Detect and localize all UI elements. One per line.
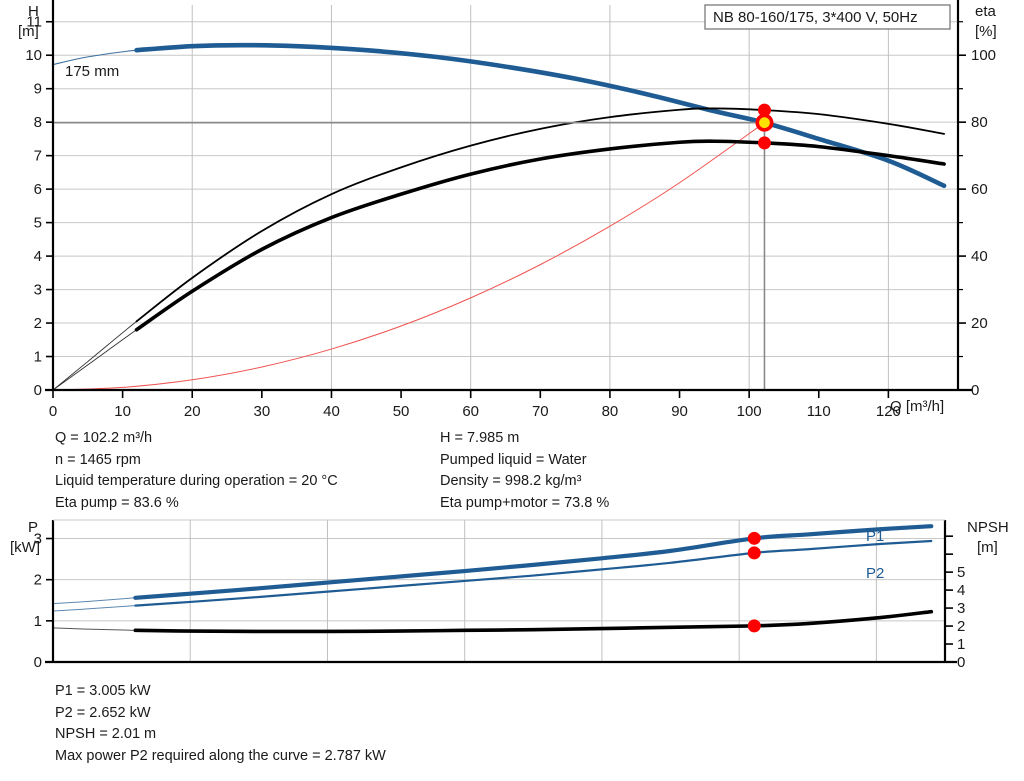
q-axis-title: Q [m³/h]: [890, 398, 944, 415]
svg-text:10: 10: [25, 47, 42, 64]
bottom-chart-gridlines: [52, 520, 945, 663]
svg-text:8: 8: [34, 114, 42, 131]
p-axis-title-line2: [kW]: [10, 539, 40, 556]
svg-text:70: 70: [532, 403, 549, 420]
svg-text:0: 0: [971, 382, 979, 399]
info-pumped-liquid: Pumped liquid = Water: [440, 451, 587, 468]
svg-text:120: 120: [876, 403, 901, 420]
svg-text:0: 0: [957, 654, 965, 671]
h-axis-title-line1: H: [28, 3, 39, 20]
svg-text:1: 1: [34, 349, 42, 366]
svg-text:80: 80: [971, 114, 988, 131]
p-axis-title-line1: P: [28, 519, 38, 536]
svg-text:60: 60: [462, 403, 479, 420]
series-label-p1: P1: [866, 528, 884, 545]
svg-text:40: 40: [971, 248, 988, 265]
svg-text:3: 3: [34, 531, 42, 548]
svg-text:100: 100: [971, 47, 996, 64]
svg-text:9: 9: [34, 81, 42, 98]
info-eta-pump: Eta pump = 83.6 %: [55, 494, 179, 511]
bottom-chart-curves: [52, 524, 934, 634]
svg-text:30: 30: [254, 403, 271, 420]
info-h: H = 7.985 m: [440, 430, 520, 446]
impeller-size-label: 175 mm: [65, 63, 119, 80]
svg-text:40: 40: [323, 403, 340, 420]
svg-text:4: 4: [957, 582, 965, 599]
info-p2: P2 = 2.652 kW: [55, 704, 151, 721]
svg-text:20: 20: [184, 403, 201, 420]
npsh-axis-title-line2: [m]: [977, 539, 998, 556]
svg-text:2: 2: [957, 618, 965, 635]
info-max-power: Max power P2 required along the curve = …: [55, 747, 386, 764]
svg-text:20: 20: [971, 315, 988, 332]
svg-text:0: 0: [34, 382, 42, 399]
svg-text:110: 110: [807, 403, 831, 420]
series-label-p2: P2: [866, 565, 884, 582]
svg-text:2: 2: [34, 572, 42, 589]
svg-text:5: 5: [957, 564, 965, 581]
svg-text:1: 1: [34, 613, 42, 630]
svg-text:5: 5: [34, 215, 42, 232]
svg-text:0: 0: [34, 654, 42, 671]
power-info: P1 = 3.005 kW P2 = 2.652 kW NPSH = 2.01 …: [55, 681, 386, 767]
svg-text:60: 60: [971, 181, 988, 198]
top-chart-curves: [52, 42, 947, 391]
chart-title-box: NB 80-160/175, 3*400 V, 50Hz: [704, 4, 951, 30]
operating-info-right: H = 7.985 m Pumped liquid = Water Densit…: [440, 428, 609, 514]
svg-text:3: 3: [957, 600, 965, 617]
svg-text:7: 7: [34, 148, 42, 165]
info-q: Q = 102.2 m³/h: [55, 430, 153, 446]
npsh-axis-title-line1: NPSH: [967, 519, 1009, 536]
svg-text:80: 80: [602, 403, 619, 420]
info-liquid-temp: Liquid temperature during operation = 20…: [55, 473, 338, 489]
svg-text:11: 11: [26, 14, 42, 31]
top-chart-axes: [45, 0, 972, 398]
info-p1: P1 = 3.005 kW: [55, 683, 151, 699]
svg-text:10: 10: [114, 403, 131, 420]
bottom-chart-axes: [45, 519, 957, 664]
svg-text:2: 2: [34, 315, 42, 332]
svg-text:6: 6: [34, 181, 42, 198]
svg-text:90: 90: [671, 403, 688, 420]
top-chart-gridlines: [52, 5, 958, 391]
eta-axis-title-line1: eta: [975, 3, 997, 20]
operating-info-left: Q = 102.2 m³/h n = 1465 rpm Liquid tempe…: [55, 428, 338, 514]
eta-axis-title-line2: [%]: [975, 23, 997, 40]
svg-text:4: 4: [34, 248, 42, 265]
info-n: n = 1465 rpm: [55, 451, 141, 468]
info-npsh: NPSH = 2.01 m: [55, 726, 157, 742]
svg-text:100: 100: [737, 403, 762, 420]
info-density: Density = 998.2 kg/m³: [440, 473, 582, 489]
svg-text:0: 0: [49, 403, 57, 420]
svg-text:3: 3: [34, 282, 42, 299]
svg-text:1: 1: [957, 636, 965, 653]
h-axis-title-line2: [m]: [18, 23, 39, 40]
info-eta-pump-motor: Eta pump+motor = 73.8 %: [440, 494, 610, 511]
svg-text:50: 50: [393, 403, 410, 420]
chart-title: NB 80-160/175, 3*400 V, 50Hz: [713, 9, 918, 26]
